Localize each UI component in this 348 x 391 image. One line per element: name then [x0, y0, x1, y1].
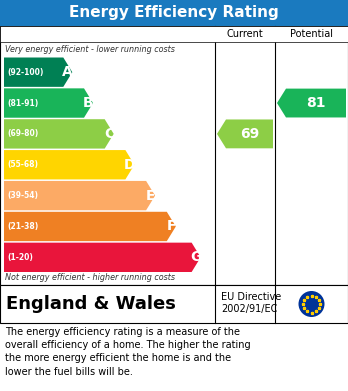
- Text: (55-68): (55-68): [7, 160, 38, 169]
- Text: England & Wales: England & Wales: [6, 295, 176, 313]
- Text: 69: 69: [240, 127, 259, 141]
- Bar: [0, 0, 348, 26]
- Polygon shape: [4, 243, 201, 272]
- Text: G: G: [190, 250, 202, 264]
- Text: The energy efficiency rating is a measure of the
overall efficiency of a home. T: The energy efficiency rating is a measur…: [5, 327, 251, 377]
- Polygon shape: [4, 88, 93, 118]
- Text: Potential: Potential: [290, 29, 333, 39]
- Polygon shape: [4, 181, 155, 210]
- Text: Very energy efficient - lower running costs: Very energy efficient - lower running co…: [5, 45, 175, 54]
- Text: EU Directive
2002/91/EC: EU Directive 2002/91/EC: [221, 292, 281, 314]
- Polygon shape: [4, 150, 134, 179]
- Text: D: D: [124, 158, 136, 172]
- Text: C: C: [104, 127, 114, 141]
- Text: F: F: [167, 219, 176, 233]
- Polygon shape: [217, 120, 273, 148]
- Polygon shape: [4, 119, 114, 149]
- Text: 81: 81: [306, 96, 326, 110]
- Text: (1-20): (1-20): [7, 253, 33, 262]
- Polygon shape: [277, 89, 346, 117]
- Circle shape: [299, 291, 324, 317]
- Text: Not energy efficient - higher running costs: Not energy efficient - higher running co…: [5, 273, 175, 283]
- Polygon shape: [4, 212, 176, 241]
- Text: (69-80): (69-80): [7, 129, 38, 138]
- Text: (81-91): (81-91): [7, 99, 38, 108]
- Bar: [0, 285, 348, 323]
- Bar: [0, 26, 348, 42]
- Text: A: A: [62, 65, 73, 79]
- Text: (92-100): (92-100): [7, 68, 44, 77]
- Text: (39-54): (39-54): [7, 191, 38, 200]
- Text: B: B: [83, 96, 94, 110]
- Text: Current: Current: [227, 29, 263, 39]
- Text: Energy Efficiency Rating: Energy Efficiency Rating: [69, 5, 279, 20]
- Text: E: E: [146, 188, 155, 203]
- Polygon shape: [4, 57, 72, 87]
- Text: (21-38): (21-38): [7, 222, 38, 231]
- Bar: [0, 26, 348, 285]
